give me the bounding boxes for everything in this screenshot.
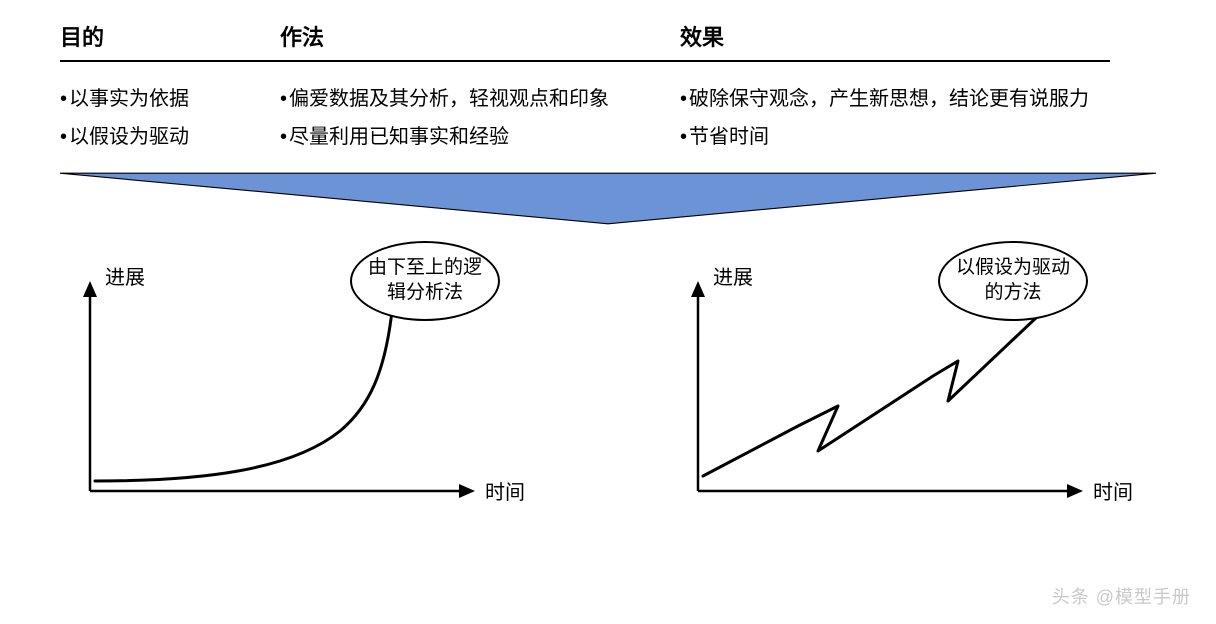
bubble-text: 由下至上的逻辑分析法 <box>362 256 488 305</box>
charts-row: 进展 时间 由下至上的逻辑分析法 进展 时间 以假设为驱动的方法 <box>60 251 1156 511</box>
bullet-item: 尽量利用已知事实和经验 <box>280 118 680 156</box>
bubble-hypothesis: 以假设为驱动的方法 <box>938 241 1088 321</box>
chart-hypothesis: 进展 时间 以假设为驱动的方法 <box>668 251 1156 511</box>
col-header-purpose: 目的 <box>60 20 280 62</box>
bubble-bottom-up: 由下至上的逻辑分析法 <box>350 241 500 321</box>
xlabel-right: 时间 <box>1093 476 1133 505</box>
col-header-effect: 效果 <box>680 20 1110 62</box>
bullets-purpose: 以事实为依据 以假设为驱动 <box>60 80 280 156</box>
bullets-method: 偏爱数据及其分析，轻视观点和印象 尽量利用已知事实和经验 <box>280 80 680 156</box>
bullet-item: 破除保守观念，产生新思想，结论更有说服力 <box>680 80 1110 118</box>
funnel-arrow-icon <box>60 171 1156 226</box>
bullets-effect: 破除保守观念，产生新思想，结论更有说服力 节省时间 <box>680 80 1110 156</box>
ylabel-right: 进展 <box>713 261 753 290</box>
chart-bottom-up: 进展 时间 由下至上的逻辑分析法 <box>60 251 548 511</box>
bullet-item: 以事实为依据 <box>60 80 280 118</box>
bullet-item: 以假设为驱动 <box>60 118 280 156</box>
col-purpose: 目的 以事实为依据 以假设为驱动 <box>60 20 280 156</box>
ylabel-left: 进展 <box>105 261 145 290</box>
bubble-text: 以假设为驱动的方法 <box>950 256 1076 305</box>
col-header-method: 作法 <box>280 20 680 62</box>
col-method: 作法 偏爱数据及其分析，轻视观点和印象 尽量利用已知事实和经验 <box>280 20 680 156</box>
xlabel-left: 时间 <box>485 476 525 505</box>
concept-table: 目的 以事实为依据 以假设为驱动 作法 偏爱数据及其分析，轻视观点和印象 尽量利… <box>60 20 1156 156</box>
watermark: 头条 @模型手册 <box>1052 583 1191 609</box>
col-effect: 效果 破除保守观念，产生新思想，结论更有说服力 节省时间 <box>680 20 1110 156</box>
bullet-item: 节省时间 <box>680 118 1110 156</box>
bullet-item: 偏爱数据及其分析，轻视观点和印象 <box>280 80 680 118</box>
